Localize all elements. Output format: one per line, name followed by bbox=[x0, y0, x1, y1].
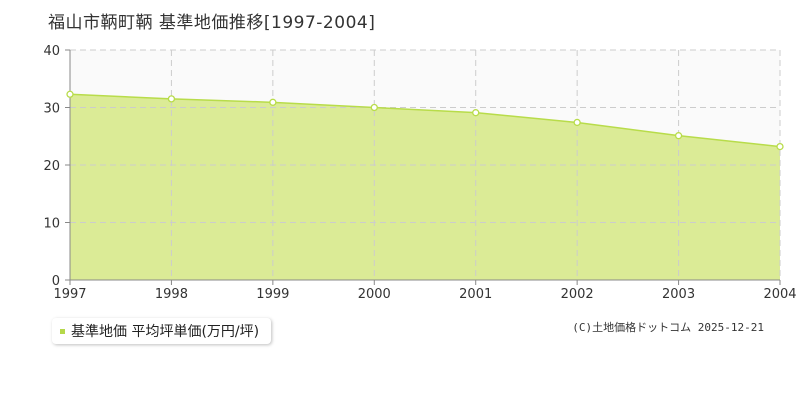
x-tick-label: 2004 bbox=[763, 287, 796, 302]
data-point bbox=[776, 142, 784, 151]
x-tick-label: 1998 bbox=[155, 287, 188, 302]
series-line bbox=[69, 93, 781, 148]
x-tick-label: 1999 bbox=[256, 287, 289, 302]
y-tick-label: 30 bbox=[43, 102, 60, 117]
copyright-text: (C)土地価格ドットコム 2025-12-21 bbox=[572, 321, 764, 334]
data-point bbox=[674, 132, 683, 140]
data-point bbox=[66, 90, 74, 98]
data-point bbox=[269, 98, 277, 106]
x-tick-label: 2001 bbox=[459, 287, 492, 302]
legend-label: 基準地価 平均坪単価(万円/坪) bbox=[71, 324, 260, 340]
x-tick-label: 2003 bbox=[662, 287, 695, 302]
y-tick-label: 0 bbox=[52, 274, 60, 289]
x-tick-label: 2002 bbox=[561, 287, 594, 302]
data-point bbox=[370, 103, 378, 112]
data-point bbox=[472, 109, 480, 117]
y-tick-label: 20 bbox=[43, 159, 60, 174]
data-point bbox=[573, 118, 581, 127]
y-tick-label: 10 bbox=[43, 217, 60, 232]
data-point bbox=[167, 95, 176, 103]
x-tick-label: 2000 bbox=[358, 287, 391, 302]
x-tick-label: 1997 bbox=[53, 287, 86, 302]
area-fill bbox=[70, 94, 780, 281]
legend[interactable]: 基準地価 平均坪単価(万円/坪) bbox=[52, 318, 272, 344]
chart-title: 福山市鞆町鞆 基準地価推移[1997-2004] bbox=[48, 13, 376, 33]
y-tick-label: 40 bbox=[43, 44, 60, 59]
legend-marker-icon bbox=[60, 328, 65, 334]
